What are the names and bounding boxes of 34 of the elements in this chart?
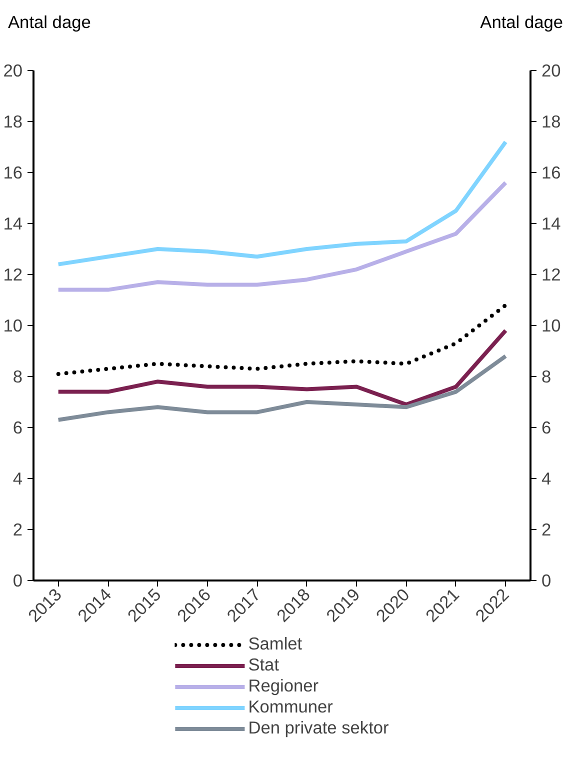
y2-tick-label: 2 (542, 520, 552, 540)
legend-label: Regioner (248, 676, 319, 696)
y-tick-label: 2 (12, 520, 23, 540)
y-tick-label: 0 (12, 570, 23, 590)
line-series (56, 328, 508, 407)
legend-label: Kommuner (248, 696, 333, 718)
y-tick-label: 12 (3, 264, 23, 284)
y-tick-label: 16 (3, 162, 23, 182)
line-series (56, 140, 508, 266)
legend-label: Samlet (248, 634, 302, 654)
y-axis-title: Antal dage (8, 11, 91, 34)
y2-tick-label: 0 (542, 570, 552, 590)
y-tick-label: 20 (3, 60, 23, 80)
y2-tick-label: 8 (542, 366, 552, 386)
y-tick-label: 4 (12, 468, 23, 488)
y-tick-label: 14 (3, 214, 23, 234)
legend-label: Den private sektor (248, 718, 389, 738)
y2-tick-label: 10 (542, 316, 561, 336)
y-tick-label: 8 (12, 366, 23, 386)
line-series (56, 303, 508, 376)
legend-label: Stat (248, 654, 280, 676)
y2-tick-label: 14 (542, 214, 562, 234)
y2-tick-label: 6 (542, 418, 552, 438)
y2-axis-title: Antal dage (480, 11, 563, 34)
y2-tick-label: 12 (542, 264, 561, 284)
y2-tick-label: 18 (542, 112, 561, 132)
y2-tick-label: 20 (542, 60, 561, 80)
line-series (56, 354, 508, 422)
y-tick-label: 10 (3, 316, 23, 336)
y-tick-label: 6 (12, 418, 23, 438)
y2-tick-label: 4 (542, 468, 552, 488)
line-series (56, 180, 508, 292)
y2-tick-label: 16 (542, 162, 561, 182)
y-tick-label: 18 (3, 112, 23, 132)
